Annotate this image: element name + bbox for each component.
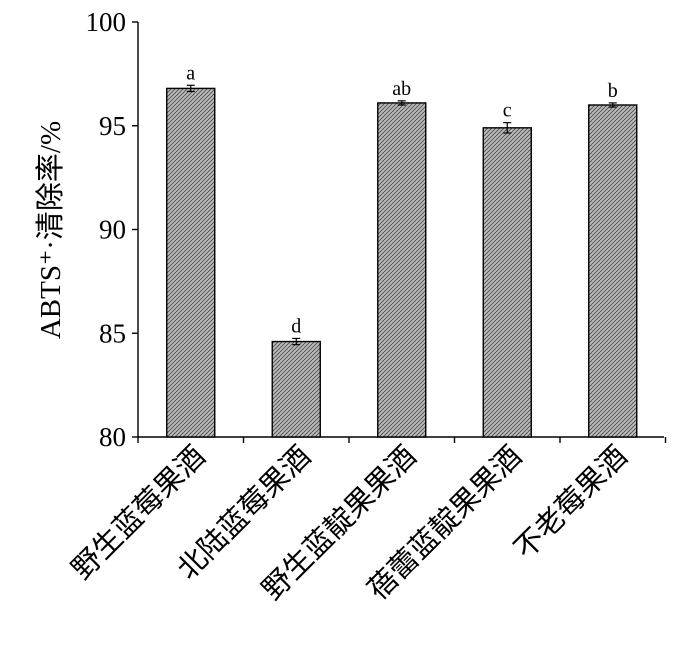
significance-label-2: d	[291, 315, 301, 337]
significance-label-4: c	[503, 100, 512, 122]
category-label-5: 不老莓果酒	[507, 439, 634, 566]
bar-2	[271, 340, 321, 438]
y-tick-label-90: 90	[99, 215, 126, 245]
y-tick-label-100: 100	[86, 7, 127, 37]
significance-label-3: ab	[392, 78, 411, 100]
y-tick-label-95: 95	[99, 111, 126, 141]
significance-label-1: a	[186, 62, 195, 84]
plot-area: 80859095100a野生蓝莓果酒d北陆蓝莓果酒ab野生蓝靛果果酒c蓓蕾蓝靛果…	[65, 7, 667, 607]
bar-4	[482, 127, 532, 438]
bar-5	[588, 104, 638, 438]
significance-label-5: b	[608, 80, 618, 102]
y-tick-label-85: 85	[99, 318, 126, 348]
y-tick-label-80: 80	[99, 422, 126, 452]
bar-1	[166, 87, 216, 438]
bar-3	[377, 102, 427, 438]
y-axis-title: ABTS⁺·清除率/%	[34, 121, 67, 339]
